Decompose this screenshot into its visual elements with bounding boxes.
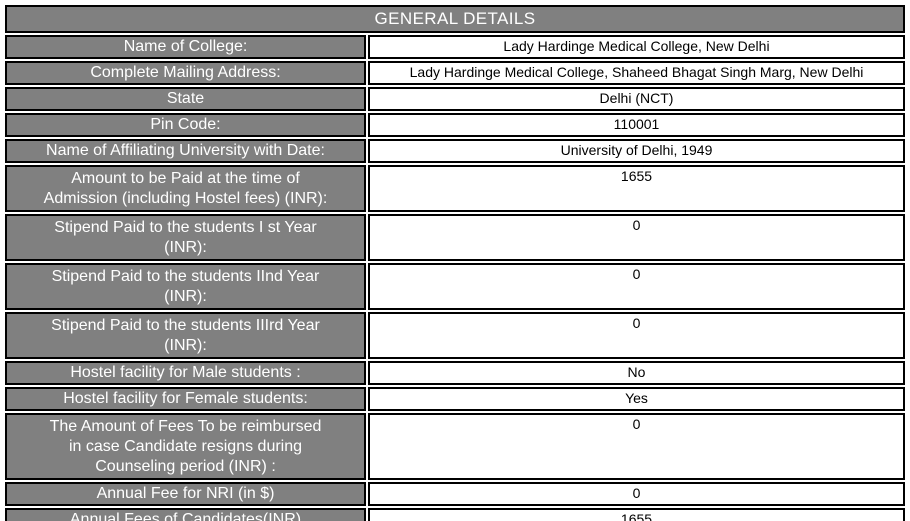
row-label: State	[5, 87, 366, 111]
table-row: Stipend Paid to the students IIIrd Year …	[5, 312, 905, 359]
row-label: The Amount of Fees To be reimbursed in c…	[5, 413, 366, 480]
table-row: Name of Affiliating University with Date…	[5, 139, 905, 163]
row-value: 0	[368, 482, 905, 506]
table-row: Hostel facility for Female students: Yes	[5, 387, 905, 411]
row-label: Name of Affiliating University with Date…	[5, 139, 366, 163]
row-label: Amount to be Paid at the time of Admissi…	[5, 165, 366, 212]
table-row: Pin Code: 110001	[5, 113, 905, 137]
details-table-body: Name of College: Lady Hardinge Medical C…	[5, 35, 905, 521]
row-label: Stipend Paid to the students IInd Year (…	[5, 263, 366, 310]
table-row: Annual Fee for NRI (in $) 0	[5, 482, 905, 506]
table-row: State Delhi (NCT)	[5, 87, 905, 111]
row-value: University of Delhi, 1949	[368, 139, 905, 163]
row-label: Stipend Paid to the students IIIrd Year …	[5, 312, 366, 359]
table-row: Stipend Paid to the students I st Year (…	[5, 214, 905, 261]
row-value: 0	[368, 312, 905, 359]
row-label: Hostel facility for Male students :	[5, 361, 366, 385]
row-label: Name of College:	[5, 35, 366, 59]
table-row: Name of College: Lady Hardinge Medical C…	[5, 35, 905, 59]
table-row: Stipend Paid to the students IInd Year (…	[5, 263, 905, 310]
row-value: 0	[368, 263, 905, 310]
table-row: Hostel facility for Male students : No	[5, 361, 905, 385]
row-value: Yes	[368, 387, 905, 411]
row-value: Lady Hardinge Medical College, Shaheed B…	[368, 61, 905, 85]
row-label: Pin Code:	[5, 113, 366, 137]
table-row: Annual Fees of Candidates(INR) 1655	[5, 508, 905, 521]
general-details-table: GENERAL DETAILS Name of College: Lady Ha…	[3, 3, 907, 521]
row-value: 0	[368, 413, 905, 480]
row-value: 1655	[368, 508, 905, 521]
table-row: Amount to be Paid at the time of Admissi…	[5, 165, 905, 212]
row-label: Stipend Paid to the students I st Year (…	[5, 214, 366, 261]
row-label: Annual Fee for NRI (in $)	[5, 482, 366, 506]
row-label: Hostel facility for Female students:	[5, 387, 366, 411]
row-value: No	[368, 361, 905, 385]
row-label: Complete Mailing Address:	[5, 61, 366, 85]
row-value: 0	[368, 214, 905, 261]
row-value: Lady Hardinge Medical College, New Delhi	[368, 35, 905, 59]
row-label: Annual Fees of Candidates(INR)	[5, 508, 366, 521]
table-row: Complete Mailing Address: Lady Hardinge …	[5, 61, 905, 85]
row-value: 110001	[368, 113, 905, 137]
table-header-row: GENERAL DETAILS	[5, 5, 905, 33]
page-title: GENERAL DETAILS	[5, 5, 905, 33]
row-value: Delhi (NCT)	[368, 87, 905, 111]
table-row: The Amount of Fees To be reimbursed in c…	[5, 413, 905, 480]
row-value: 1655	[368, 165, 905, 212]
